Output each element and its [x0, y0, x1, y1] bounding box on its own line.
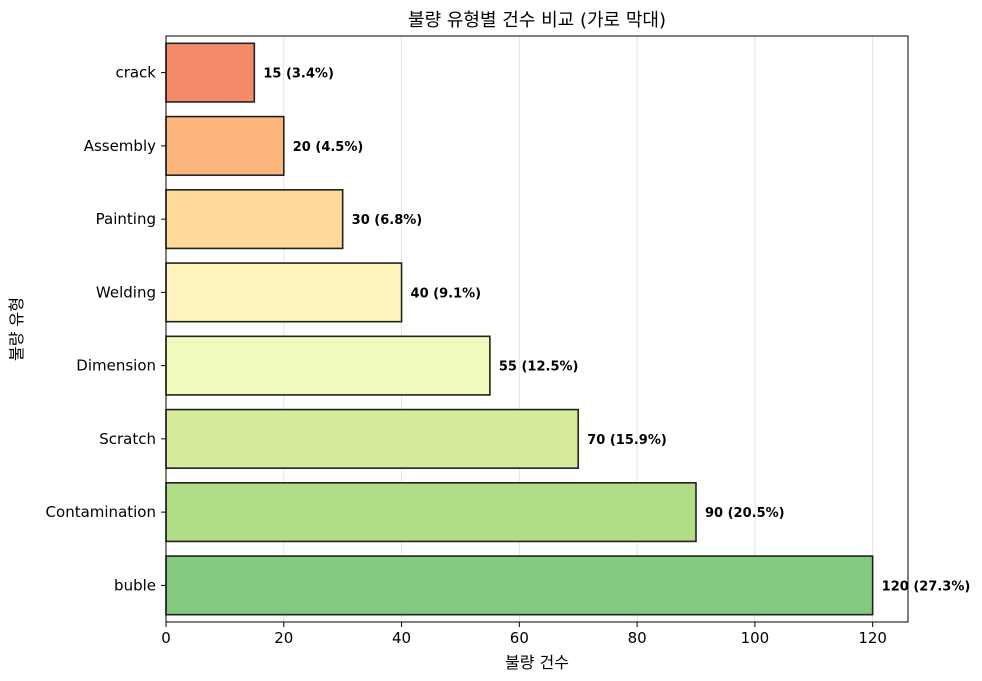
x-tick-label: 80: [628, 629, 647, 647]
data-label: 15 (3.4%): [263, 67, 334, 82]
x-ticks: 0 20 40 60 80 100 120: [161, 622, 887, 647]
y-ticks: crack Assembly Painting Welding Dimension Scr…: [46, 64, 166, 594]
y-tick-label: Dimension: [76, 357, 156, 375]
data-label: 90 (20.5%): [705, 506, 785, 521]
y-tick-label: Contamination: [46, 503, 156, 521]
bar-welding: [165, 262, 403, 323]
bar-assembly: [165, 115, 285, 176]
data-label: 70 (15.9%): [587, 433, 667, 448]
x-tick-label: 0: [161, 629, 171, 647]
y-tick-label: Painting: [96, 210, 156, 228]
x-axis-label: 불량 건수: [505, 653, 569, 672]
bar-painting: [165, 189, 344, 250]
y-tick-label: Assembly: [84, 137, 156, 155]
x-tick-label: 60: [510, 629, 529, 647]
x-tick-label: 20: [274, 629, 293, 647]
data-label: 30 (6.8%): [352, 213, 423, 228]
bars: [165, 42, 874, 616]
data-label: 40 (9.1%): [411, 286, 482, 301]
chart-title: 불량 유형별 건수 비교 (가로 막대): [408, 10, 666, 31]
y-tick-label: crack: [115, 64, 156, 82]
plot-frame: [165, 35, 909, 623]
data-label: 120 (27.3%): [882, 579, 971, 594]
y-axis-label: 불량 유형: [7, 297, 26, 361]
data-label: 55 (12.5%): [499, 360, 579, 375]
data-labels: 15 (3.4%) 20 (4.5%) 30 (6.8%) 40 (9.1%) 55 (…: [263, 67, 970, 595]
bar-dimension: [165, 335, 491, 396]
x-tick-label: 40: [392, 629, 411, 647]
data-label: 20 (4.5%): [293, 140, 364, 155]
bar-crack: [165, 42, 256, 103]
y-tick-label: Scratch: [99, 430, 156, 448]
bar-buble: [165, 555, 874, 616]
y-tick-label: buble: [114, 576, 156, 594]
x-tick-label: 120: [858, 629, 887, 647]
bar-contamination: [165, 482, 697, 543]
x-tick-label: 100: [741, 629, 770, 647]
y-tick-label: Welding: [96, 283, 156, 301]
bar-scratch: [165, 408, 580, 469]
